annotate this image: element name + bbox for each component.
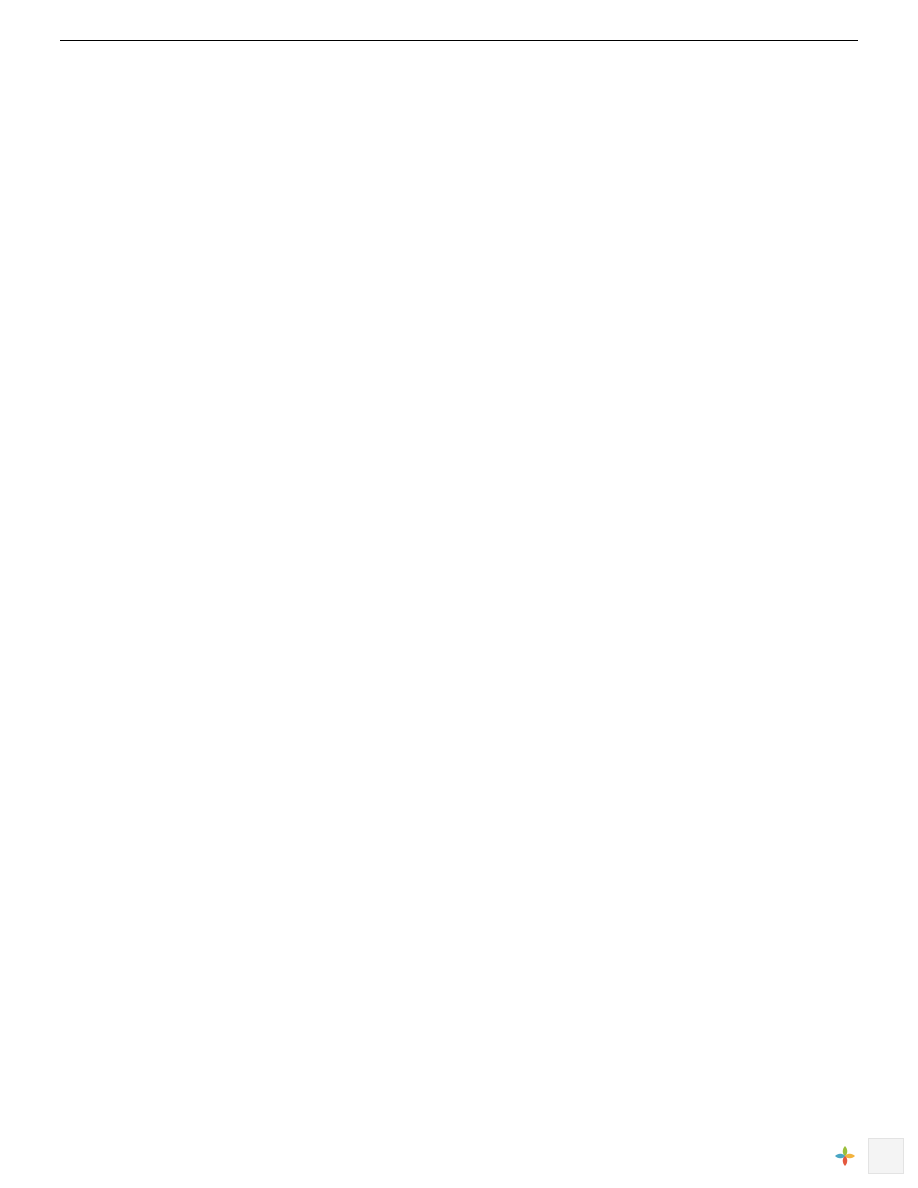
notes-list bbox=[60, 59, 858, 138]
viewer-logo-icon bbox=[828, 1139, 862, 1173]
param-value bbox=[286, 214, 292, 216]
table-row bbox=[60, 214, 292, 216]
viewer-nav bbox=[828, 1138, 904, 1174]
next-page-button[interactable] bbox=[868, 1138, 904, 1174]
header-rule bbox=[60, 40, 858, 41]
note-item bbox=[60, 121, 858, 138]
timing-waveform-svg bbox=[140, 234, 720, 504]
note-item bbox=[60, 59, 858, 76]
note-item bbox=[60, 90, 858, 107]
timing-diagram bbox=[140, 234, 858, 509]
param-label bbox=[60, 214, 286, 216]
input-params-table-3 bbox=[60, 208, 292, 216]
input-params-table-1 bbox=[60, 156, 292, 164]
